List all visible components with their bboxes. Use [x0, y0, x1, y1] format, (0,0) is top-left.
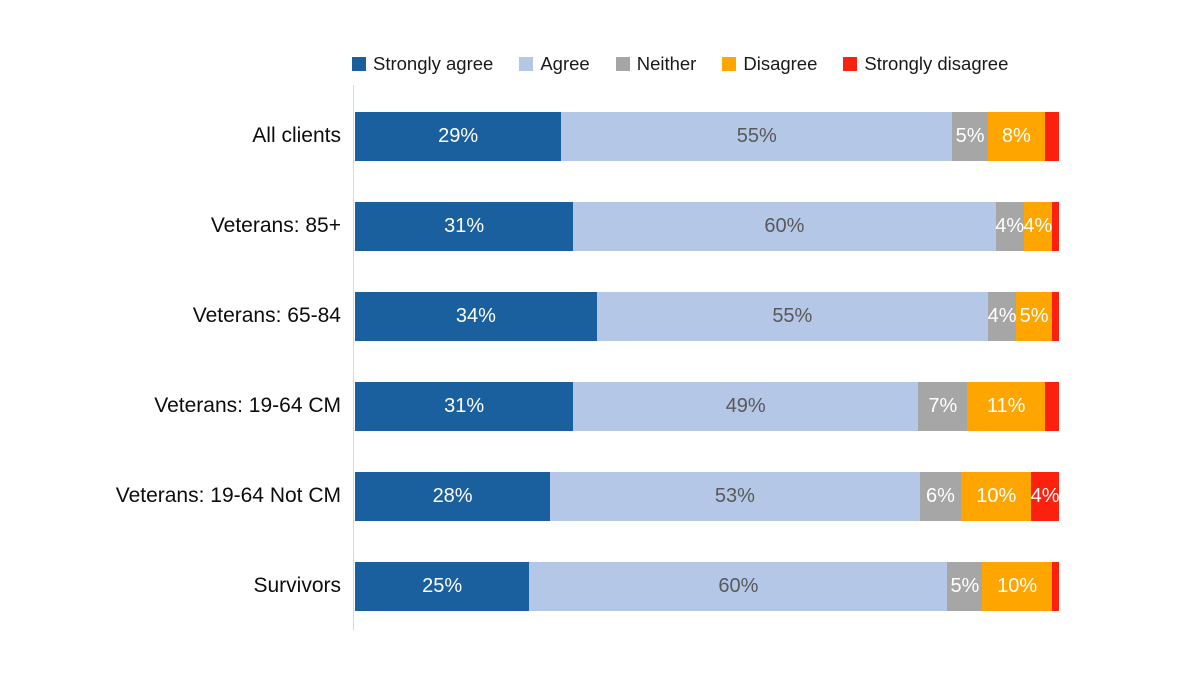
- bar-segment-disagree: 4%: [1023, 201, 1052, 251]
- bar-segment-strongly-agree: 25%: [355, 561, 530, 611]
- bar-segment-strongly-agree: 34%: [355, 291, 597, 341]
- legend-swatch-icon: [722, 57, 737, 71]
- y-axis-line: [353, 85, 354, 630]
- category-label: Veterans: 65-84: [192, 303, 341, 327]
- chart-rows: All clients 29% 55% 5% 8% Veterans: 85+ 31% 60%…: [0, 91, 1200, 631]
- stacked-bar: 25% 60% 5% 10%: [355, 561, 1059, 611]
- chart-row: Veterans: 19-64 CM 31% 49% 7% 11%: [0, 361, 1200, 451]
- bar-segment-neither: 4%: [995, 201, 1024, 251]
- category-label: Veterans: 19-64 Not CM: [115, 483, 341, 507]
- bar-segment-strongly-agree: 29%: [355, 111, 562, 161]
- stacked-bar: 31% 60% 4% 4%: [355, 201, 1059, 251]
- bar-segment-strongly-disagree: [1051, 291, 1059, 341]
- category-label: Veterans: 19-64 CM: [154, 393, 341, 417]
- bar-segment-strongly-disagree: [1052, 561, 1059, 611]
- bar-segment-neither: 5%: [952, 111, 988, 161]
- bar-segment-neither: 6%: [919, 471, 962, 521]
- legend-label: Neither: [636, 52, 697, 74]
- legend-label: Disagree: [743, 52, 818, 74]
- bar-segment-agree: 49%: [573, 381, 919, 431]
- bar-segment-strongly-agree: 28%: [355, 471, 551, 521]
- stacked-bar: 28% 53% 6% 10% 4%: [355, 471, 1060, 521]
- bar-segment-agree: 60%: [529, 561, 948, 611]
- chart-row: All clients 29% 55% 5% 8%: [0, 91, 1200, 181]
- legend-item: Strongly disagree: [843, 52, 1009, 74]
- bar-segment-strongly-disagree: 4%: [1031, 471, 1060, 521]
- legend-label: Strongly agree: [373, 52, 494, 74]
- bar-segment-neither: 4%: [988, 291, 1017, 341]
- legend-item: Agree: [519, 52, 590, 74]
- bar-segment-strongly-agree: 31%: [355, 201, 574, 251]
- stacked-bar: 29% 55% 5% 8%: [355, 111, 1059, 161]
- legend-label: Agree: [540, 52, 590, 74]
- bar-segment-strongly-disagree: [1044, 381, 1059, 431]
- bar-segment-disagree: 11%: [967, 381, 1045, 431]
- category-label: Veterans: 85+: [210, 213, 341, 237]
- bar-segment-strongly-disagree: [1051, 201, 1059, 251]
- bar-segment-agree: 55%: [561, 111, 953, 161]
- legend-swatch-icon: [352, 57, 366, 71]
- stacked-bar: 34% 55% 4% 5%: [355, 291, 1059, 341]
- legend-swatch-icon: [843, 57, 858, 71]
- chart-legend: Strongly agree Agree Neither Disagree Strong…: [352, 52, 1008, 76]
- bar-segment-disagree: 10%: [961, 471, 1032, 521]
- bar-segment-neither: 7%: [918, 381, 968, 431]
- bar-segment-disagree: 10%: [982, 561, 1053, 611]
- chart-row: Veterans: 85+ 31% 60% 4% 4%: [0, 181, 1200, 271]
- legend-swatch-icon: [615, 57, 630, 71]
- legend-item: Disagree: [722, 52, 818, 74]
- bar-segment-strongly-disagree: [1044, 111, 1059, 161]
- category-label: All clients: [252, 123, 341, 147]
- chart-row: Veterans: 19-64 Not CM 28% 53% 6% 10% 4%: [0, 451, 1200, 541]
- legend-item: Strongly agree: [352, 52, 494, 74]
- bar-segment-agree: 60%: [573, 201, 996, 251]
- bar-segment-disagree: 8%: [987, 111, 1045, 161]
- legend-swatch-icon: [519, 57, 534, 71]
- chart-row: Survivors 25% 60% 5% 10%: [0, 541, 1200, 631]
- chart-row: Veterans: 65-84 34% 55% 4% 5%: [0, 271, 1200, 361]
- bar-segment-strongly-agree: 31%: [355, 381, 574, 431]
- legend-label: Strongly disagree: [864, 52, 1009, 74]
- bar-segment-agree: 53%: [550, 471, 920, 521]
- stacked-bar: 31% 49% 7% 11%: [355, 381, 1059, 431]
- category-label: Survivors: [253, 573, 341, 597]
- bar-segment-agree: 55%: [596, 291, 988, 341]
- bar-segment-disagree: 5%: [1016, 291, 1052, 341]
- bar-segment-neither: 5%: [947, 561, 983, 611]
- legend-item: Neither: [615, 52, 697, 74]
